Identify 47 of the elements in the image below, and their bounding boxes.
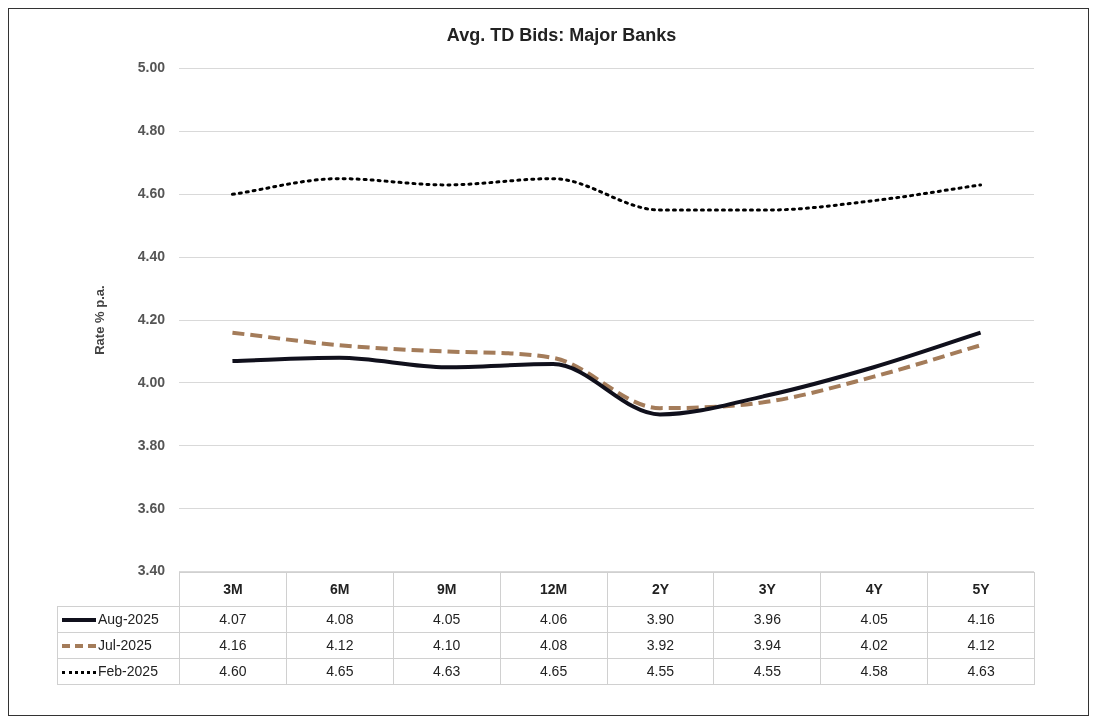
data-label: 4.12 [927, 632, 1035, 659]
data-label: 4.02 [820, 632, 928, 659]
data-label: 4.07 [179, 606, 287, 633]
data-label: 4.16 [179, 632, 287, 659]
y-tick-label: 5.00 [137, 59, 166, 76]
data-label: 4.63 [393, 658, 501, 685]
legend-label: Jul-2025 [98, 637, 152, 654]
data-label: 4.08 [500, 632, 607, 659]
data-label: 3.96 [713, 606, 821, 633]
x-tick-label: 12M [500, 572, 607, 607]
x-tick-label: 9M [393, 572, 501, 607]
data-label: 4.16 [927, 606, 1035, 633]
data-label: 4.55 [607, 658, 714, 685]
y-tick-label: 3.40 [137, 562, 166, 579]
x-tick-label: 4Y [820, 572, 928, 607]
legend-label: Aug-2025 [98, 611, 159, 628]
data-label: 4.58 [820, 658, 928, 685]
x-tick-label: 3Y [713, 572, 821, 607]
y-tick-label: 4.40 [137, 248, 166, 265]
legend-label: Feb-2025 [98, 663, 158, 680]
y-axis-title: Rate % p.a. [92, 285, 108, 355]
y-tick-label: 4.20 [137, 310, 166, 327]
data-label: 4.06 [500, 606, 607, 633]
data-label: 4.63 [927, 658, 1035, 685]
x-tick-label: 5Y [927, 572, 1035, 607]
x-tick-label: 2Y [607, 572, 714, 607]
data-label: 4.60 [179, 658, 287, 685]
data-label: 4.05 [820, 606, 928, 633]
data-label: 4.65 [500, 658, 607, 685]
data-label: 4.55 [713, 658, 821, 685]
x-tick-label: 6M [286, 572, 394, 607]
y-tick-label: 3.60 [137, 499, 166, 516]
data-label: 3.90 [607, 606, 714, 633]
data-label: 3.92 [607, 632, 714, 659]
data-label: 4.65 [286, 658, 394, 685]
data-label: 4.08 [286, 606, 394, 633]
y-tick-label: 4.80 [137, 122, 166, 139]
data-label: 4.10 [393, 632, 501, 659]
y-tick-label: 4.60 [137, 185, 166, 202]
data-label: 4.12 [286, 632, 394, 659]
line-series [230, 177, 983, 212]
y-tick-label: 4.00 [137, 373, 166, 390]
chart-title: Avg. TD Bids: Major Banks [446, 24, 677, 45]
data-label: 4.05 [393, 606, 501, 633]
y-tick-label: 3.80 [137, 436, 166, 453]
data-label: 3.94 [713, 632, 821, 659]
x-tick-label: 3M [179, 572, 287, 607]
